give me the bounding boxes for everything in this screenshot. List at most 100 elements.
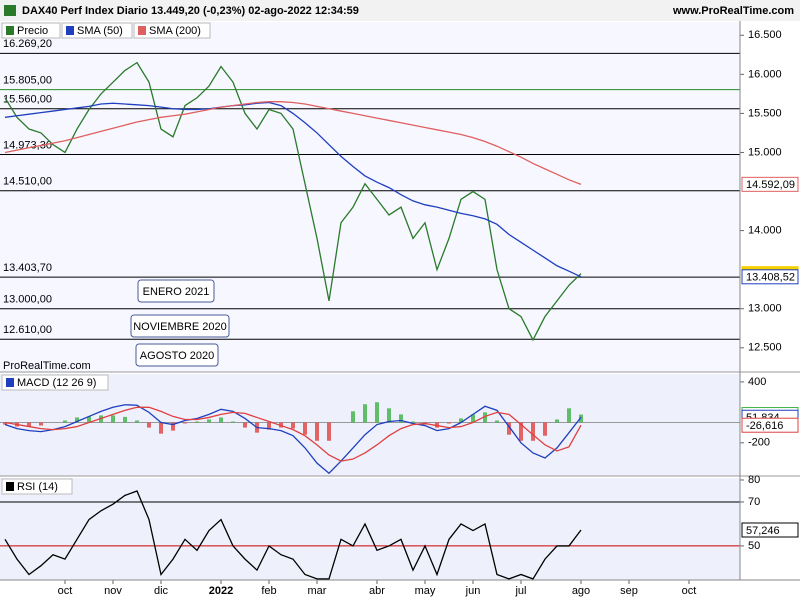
histogram-bar <box>75 417 79 423</box>
y-tick-label: 15.500 <box>748 107 782 119</box>
y-tick-label: 15.000 <box>748 146 782 158</box>
histogram-bar <box>327 422 331 441</box>
legend-swatch <box>6 26 14 35</box>
y-tick-label: 400 <box>748 376 766 388</box>
histogram-bar <box>111 415 115 423</box>
y-tick-label: 50 <box>748 540 760 552</box>
legend-box <box>133 22 211 39</box>
panel-background <box>0 374 740 476</box>
site-label: www.ProRealTime.com <box>672 5 794 17</box>
histogram-bar <box>495 420 499 423</box>
last-value-label: 57,246 <box>746 525 780 537</box>
plots: 16.500 16.000 15.500 15.000 14.000 13.000 12.5… <box>0 22 800 597</box>
legend-box <box>1 478 73 495</box>
histogram-bar <box>411 421 415 423</box>
histogram-bar <box>267 422 271 430</box>
histogram-bar <box>507 422 511 435</box>
series-line <box>4 406 582 462</box>
histogram-bar <box>471 414 475 423</box>
level-label: 13.000,00 <box>3 294 52 306</box>
x-tick-label: oct <box>682 585 697 597</box>
histogram-bar <box>3 422 7 425</box>
histogram-bar <box>87 416 91 423</box>
y-tick-label: 80 <box>748 474 760 486</box>
last-value-box <box>741 269 799 285</box>
histogram-bar <box>63 420 67 423</box>
last-value-box <box>741 417 799 433</box>
panel-title: MACD (12 26 9) <box>17 377 96 389</box>
x-tick-label: jun <box>465 585 481 597</box>
histogram-bar <box>483 412 487 423</box>
legend-box <box>61 22 133 39</box>
series-line <box>4 101 582 185</box>
histogram-bar <box>231 421 235 423</box>
panel-background <box>0 22 740 372</box>
histogram-bar <box>579 414 583 423</box>
annotation-box <box>130 314 230 338</box>
y-tick-label: 13.000 <box>748 303 782 315</box>
histogram-bar <box>243 422 247 428</box>
level-label: 15.560,00 <box>3 94 52 106</box>
legend-swatch <box>66 26 74 35</box>
legend-swatch <box>138 26 146 35</box>
histogram-bar <box>543 422 547 436</box>
histogram-bar <box>315 422 319 441</box>
x-tick-label: may <box>415 585 436 597</box>
histogram-bar <box>147 422 151 428</box>
histogram-bar <box>135 420 139 423</box>
histogram-bar <box>195 421 199 423</box>
histogram-bar <box>183 422 187 424</box>
histogram-bar <box>567 408 571 423</box>
last-value-box <box>741 522 799 538</box>
y-tick-label: 16.500 <box>748 29 782 41</box>
histogram-bar <box>207 419 211 423</box>
annotation-box <box>137 279 215 303</box>
histogram-bar <box>171 422 175 431</box>
title-icon <box>4 5 16 16</box>
level-label: 15.805,00 <box>3 74 52 86</box>
annotation-text: ENERO 2021 <box>143 286 210 298</box>
x-tick-label: oct <box>58 585 73 597</box>
histogram-bar <box>27 422 31 427</box>
last-value-label: 14.592,09 <box>746 179 795 191</box>
panel-title: RSI (14) <box>17 481 58 493</box>
legend-box <box>1 374 109 391</box>
watermark: ProRealTime.com <box>3 360 91 372</box>
histogram-bar <box>375 402 379 423</box>
x-tick-label: dic <box>154 585 169 597</box>
level-label: 14.973,30 <box>3 139 52 151</box>
panel-background <box>0 478 740 580</box>
chart-title: DAX40 Perf Index Diario 13.449,20 (-0,23… <box>22 5 359 17</box>
annotation-box <box>135 343 219 367</box>
x-tick-label: 2022 <box>209 585 233 597</box>
level-label: 16.269,20 <box>3 38 52 50</box>
series-line <box>4 101 582 278</box>
histogram-bar <box>399 414 403 423</box>
x-tick-label: jul <box>514 585 526 597</box>
y-tick-label: 14.000 <box>748 225 782 237</box>
last-value-label: -26,616 <box>746 420 783 432</box>
x-tick-label: ago <box>572 585 590 597</box>
histogram-bar <box>519 422 523 441</box>
x-tick-label: feb <box>261 585 276 597</box>
histogram-bar <box>555 419 559 423</box>
histogram-bar <box>351 411 355 423</box>
histogram-bar <box>39 422 43 426</box>
legend-label: SMA (200) <box>149 25 201 37</box>
annotation-text: NOVIEMBRE 2020 <box>133 321 227 333</box>
level-label: 14.510,00 <box>3 176 52 188</box>
legend-label: Precio <box>17 25 48 37</box>
series-line <box>4 490 582 580</box>
histogram-bar <box>531 422 535 441</box>
histogram-bar <box>447 422 451 424</box>
series-line <box>4 404 582 475</box>
histogram-bar <box>387 408 391 423</box>
histogram-bar <box>291 422 295 429</box>
histogram-bar <box>123 416 127 423</box>
x-tick-label: nov <box>104 585 122 597</box>
y-tick-label: 12.500 <box>748 342 782 354</box>
y-tick-label: 70 <box>748 496 760 508</box>
x-tick-label: sep <box>620 585 638 597</box>
legend-swatch <box>6 378 14 387</box>
